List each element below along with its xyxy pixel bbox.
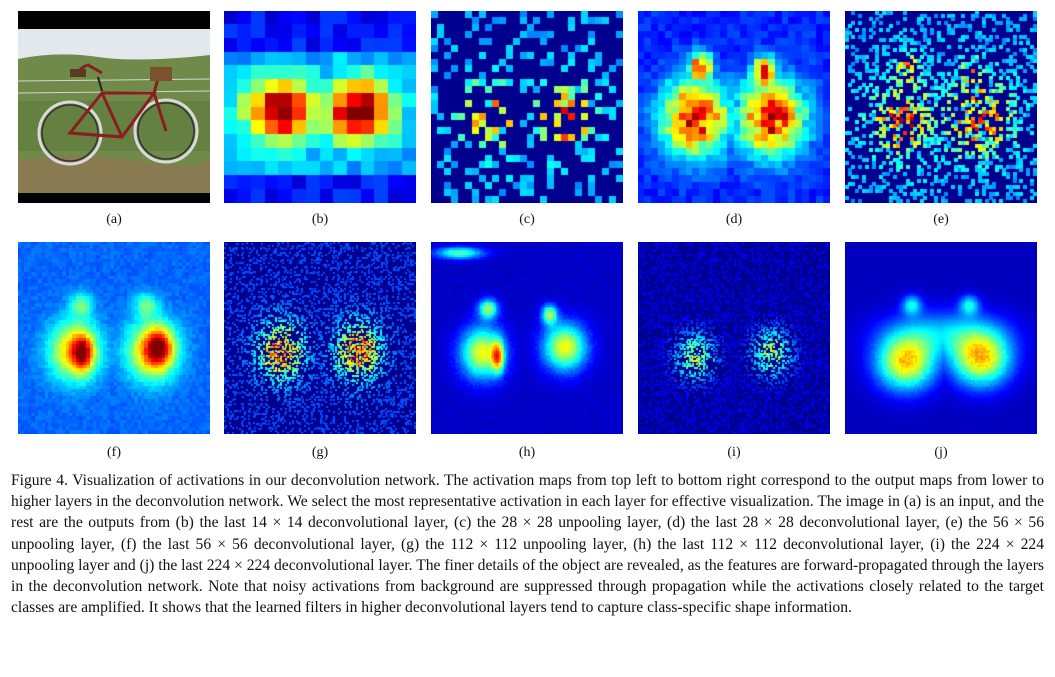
panel-b-heatmap — [224, 11, 416, 203]
activation-heatmap — [638, 11, 830, 203]
activation-heatmap — [431, 242, 623, 434]
activation-heatmap — [845, 11, 1037, 203]
activation-heatmap — [224, 11, 416, 203]
panel-label: (f) — [107, 445, 121, 460]
activation-heatmap — [431, 11, 623, 203]
panel-label: (d) — [725, 212, 743, 227]
panel-label: (h) — [518, 445, 536, 460]
panel-a-input-photo — [18, 11, 210, 203]
activation-heatmap — [638, 242, 830, 434]
panel-label: (j) — [934, 445, 948, 460]
panel-label: (i) — [727, 445, 741, 460]
panel-c-heatmap — [431, 11, 623, 203]
panel-label: (b) — [311, 212, 329, 227]
panel-f-heatmap — [18, 242, 210, 434]
activation-heatmap — [224, 242, 416, 434]
panel-label: (c) — [519, 212, 535, 227]
activation-heatmap — [845, 242, 1037, 434]
panel-g-heatmap — [224, 242, 416, 434]
panel-label: (a) — [106, 212, 122, 227]
panel-j-heatmap — [845, 242, 1037, 434]
panel-h-heatmap — [431, 242, 623, 434]
panel-i-heatmap — [638, 242, 830, 434]
panel-label: (g) — [311, 445, 329, 460]
figure-caption: Figure 4. Visualization of activations i… — [11, 472, 1044, 617]
panel-label: (e) — [933, 212, 949, 227]
panel-e-heatmap — [845, 11, 1037, 203]
activation-heatmap — [18, 242, 210, 434]
panel-d-heatmap — [638, 11, 830, 203]
bicycle-photo — [18, 11, 210, 203]
